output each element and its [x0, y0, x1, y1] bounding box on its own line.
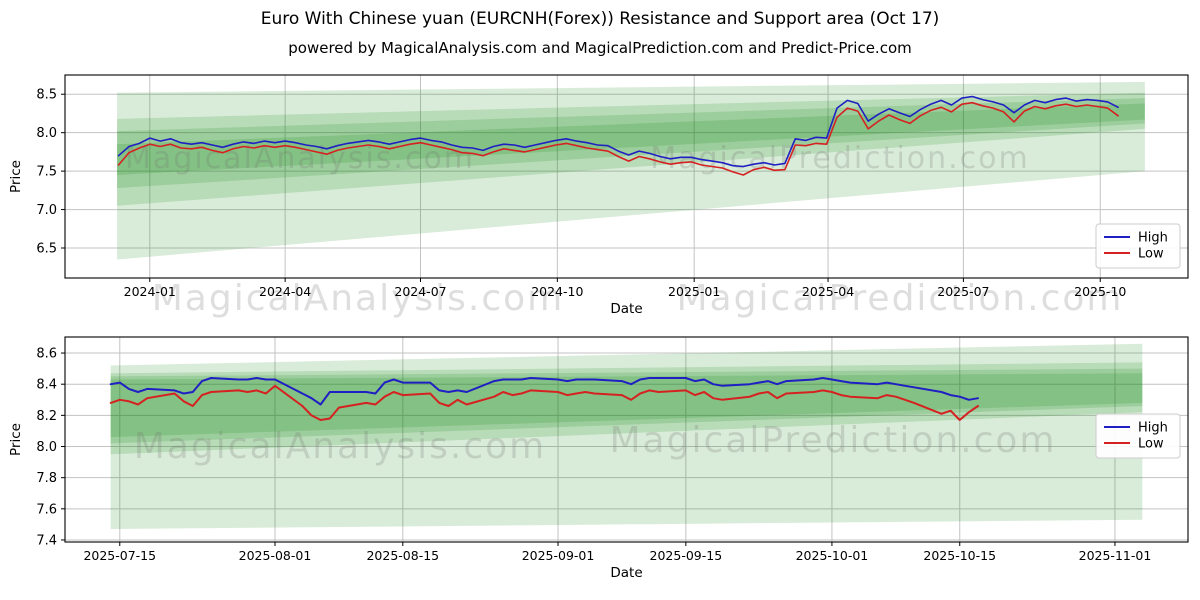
- y-axis-title: Price: [8, 423, 24, 456]
- series-line-low: [117, 101, 1119, 176]
- xtick-label: 2025-09-01: [522, 548, 595, 563]
- legend-box: [1095, 223, 1181, 269]
- watermark: MagicalAnalysis.com: [125, 141, 475, 176]
- legend-label-high: High: [1138, 231, 1168, 246]
- watermark: MagicalAnalysis.com: [134, 426, 546, 467]
- xtick-label: 2025-01: [668, 284, 720, 299]
- legend-label-high: High: [1138, 421, 1168, 436]
- support-resistance-band: [110, 343, 1143, 530]
- xtick-label: 2025-11-01: [1079, 548, 1152, 563]
- xtick-label: 2025-10: [1074, 284, 1126, 299]
- series-line-low: [109, 384, 979, 421]
- ytick-label: 8.0: [36, 440, 57, 455]
- ytick-label: 7.6: [36, 502, 57, 517]
- legend-label-low: Low: [1138, 247, 1164, 262]
- figure-title: Euro With Chinese yuan (EURCNH(Forex)) R…: [260, 9, 940, 29]
- support-resistance-band: [117, 92, 1145, 206]
- xtick-label: 2025-10-15: [923, 548, 996, 563]
- plot-border: [64, 336, 1189, 543]
- chart-recent-daily: MagicalAnalysis.com MagicalPrediction.com…: [8, 336, 1189, 581]
- xtick-label: 2025-09-15: [650, 548, 723, 563]
- watermark: MagicalPrediction.com: [610, 420, 1057, 461]
- ytick-label: 8.6: [36, 347, 57, 362]
- xtick-label: 2025-04: [802, 284, 854, 299]
- support-resistance-band: [110, 362, 1143, 455]
- xtick-label: 2025-07-15: [83, 548, 156, 563]
- ytick-label: 7.5: [36, 165, 57, 180]
- figure-subtitle: powered by MagicalAnalysis.com and Magic…: [288, 39, 912, 57]
- ytick-label: 8.2: [36, 409, 57, 424]
- ytick-label: 8.4: [36, 378, 57, 393]
- support-resistance-band: [117, 98, 1145, 189]
- legend-box: [1095, 413, 1181, 459]
- xtick-label: 2025-10-01: [796, 548, 869, 563]
- watermark: MagicalAnalysis.com: [152, 278, 564, 319]
- ytick-label: 8.0: [36, 126, 57, 141]
- xtick-label: 2024-07: [394, 284, 446, 299]
- legend-label-low: Low: [1138, 437, 1164, 452]
- support-resistance-band: [110, 373, 1143, 438]
- x-axis-title: Date: [610, 301, 642, 317]
- series-line-high: [109, 377, 979, 406]
- ytick-label: 6.5: [36, 242, 57, 257]
- series-line-high: [117, 95, 1119, 168]
- ytick-label: 7.8: [36, 471, 57, 486]
- xtick-label: 2024-10: [531, 284, 583, 299]
- support-resistance-band: [117, 81, 1145, 260]
- xtick-label: 2025-08-15: [366, 548, 439, 563]
- xtick-label: 2025-08-01: [239, 548, 312, 563]
- watermark: MagicalPrediction.com: [650, 141, 1030, 176]
- plot-border: [64, 74, 1189, 279]
- xtick-label: 2025-07: [937, 284, 989, 299]
- support-resistance-band: [117, 103, 1145, 175]
- xtick-label: 2024-04: [259, 284, 311, 299]
- ytick-label: 8.5: [36, 88, 57, 103]
- ytick-label: 7.4: [36, 533, 57, 548]
- ytick-label: 7.0: [36, 203, 57, 218]
- watermark: MagicalPrediction.com: [677, 278, 1124, 319]
- y-axis-title: Price: [8, 160, 24, 193]
- chart-long-range-daily: MagicalAnalysis.com MagicalPrediction.com…: [8, 74, 1189, 319]
- support-resistance-band: [110, 368, 1143, 444]
- xtick-label: 2024-01: [124, 284, 176, 299]
- x-axis-title: Date: [610, 565, 642, 581]
